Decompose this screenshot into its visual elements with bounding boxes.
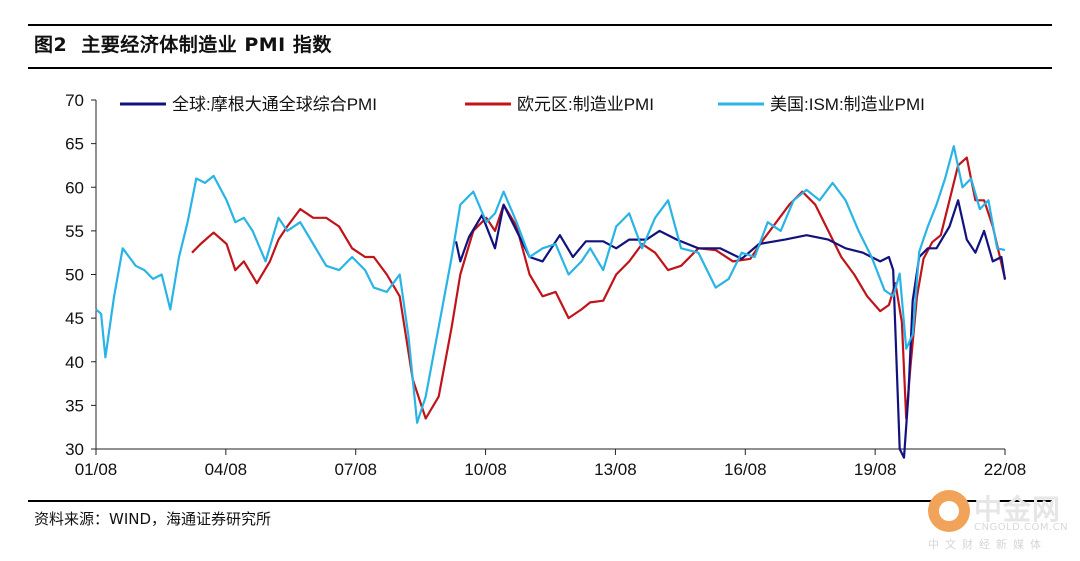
x-tick-label: 13/08	[594, 460, 637, 479]
figure-label: 图2	[34, 34, 68, 56]
y-tick-label: 65	[65, 135, 84, 154]
legend-label-euro: 欧元区:制造业PMI	[517, 95, 654, 114]
x-tick-label: 19/08	[854, 460, 897, 479]
watermark-tagline: 中文财经新媒体	[928, 538, 1047, 551]
y-tick-label: 55	[65, 222, 84, 241]
chart-svg: 30 35 40 45 50 55 60 65 70 01/08 04/08 07/08 10/08 13…	[65, 91, 1027, 479]
figure-title: 图2 主要经济体制造业 PMI 指数	[34, 30, 332, 57]
y-tick-label: 40	[65, 353, 84, 372]
top-rule	[28, 24, 1052, 26]
x-tick-label: 22/08	[984, 460, 1027, 479]
title-rule	[28, 67, 1052, 69]
x-tick-label: 07/08	[334, 460, 377, 479]
y-tick-label: 70	[65, 91, 84, 110]
y-tick-label: 30	[65, 440, 84, 459]
x-tick-label: 16/08	[724, 460, 767, 479]
x-tick-label: 04/08	[205, 460, 248, 479]
watermark: 中金网 CNGOLD.COM.CN 中文财经新媒体	[928, 488, 1068, 554]
y-tick-label: 45	[65, 309, 84, 328]
figure-title-text: 主要经济体制造业 PMI 指数	[81, 34, 332, 56]
legend-label-us: 美国:ISM:制造业PMI	[770, 95, 925, 114]
bottom-rule	[28, 500, 1052, 502]
source-note: 资料来源：WIND，海通证券研究所	[34, 510, 272, 528]
series-line-global	[454, 199, 1007, 459]
x-tick-label: 10/08	[464, 460, 507, 479]
pmi-chart: 30 35 40 45 50 55 60 65 70 01/08 04/08 07/08 10/08 13…	[0, 70, 1080, 500]
watermark-name: 中金网	[974, 493, 1062, 526]
legend-label-global: 全球:摩根大通全球综合PMI	[172, 95, 377, 114]
watermark-logo-icon	[928, 490, 970, 532]
series-line-us	[95, 145, 1006, 424]
y-tick-label: 60	[65, 178, 84, 197]
y-tick-label: 35	[65, 396, 84, 415]
x-tick-label: 01/08	[75, 460, 118, 479]
watermark-domain: CNGOLD.COM.CN	[974, 522, 1069, 533]
y-tick-label: 50	[65, 266, 84, 285]
